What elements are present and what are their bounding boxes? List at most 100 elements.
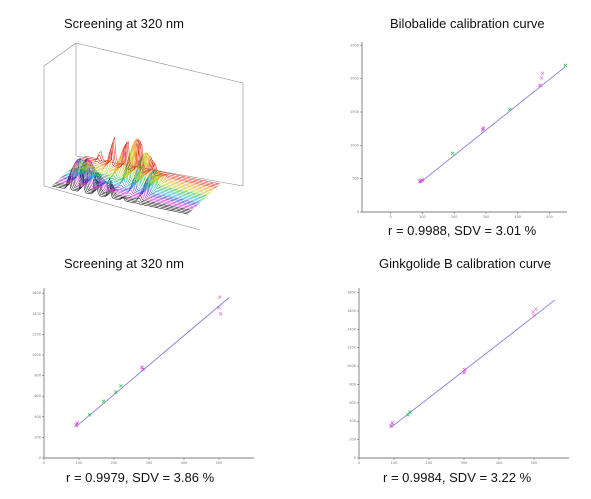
frame-edge: [75, 155, 244, 187]
spectrum-trace: [64, 157, 201, 203]
data-point: [217, 305, 221, 310]
spectrum-trace: [81, 139, 218, 187]
y-tick-label: 1600: [32, 291, 41, 295]
x-tick-label: 500: [216, 461, 223, 465]
y-tick-label: 800: [34, 374, 41, 378]
data-point: [462, 370, 466, 375]
spectrum-trace: [82, 141, 219, 186]
data-point: [532, 313, 536, 318]
x-tick-label: 100: [391, 461, 398, 465]
y-tick-label: 1600: [347, 309, 356, 313]
y-tick-label: 1000: [32, 353, 41, 357]
x-tick-label: 400: [496, 461, 503, 465]
data-point: [113, 390, 118, 394]
data-point: [481, 126, 486, 130]
frame-edge: [43, 42, 77, 67]
y-tick-label: 1200: [32, 332, 41, 336]
y-tick-label: 1200: [347, 346, 356, 350]
data-point: [450, 151, 455, 156]
data-point: [406, 412, 410, 417]
frame-edge: [43, 185, 201, 231]
y-tick-label: 2000: [350, 77, 359, 81]
spectrum-trace: [67, 160, 204, 200]
y-tick-label: 0: [357, 210, 359, 214]
data-point: [141, 367, 145, 372]
data-point: [119, 384, 123, 388]
y-tick-label: 0: [354, 456, 356, 460]
data-point: [507, 107, 512, 112]
data-point: [75, 421, 80, 425]
x-tick-label: 500: [531, 461, 538, 465]
y-tick-label: 0: [39, 456, 41, 460]
ginkgolide-b-calibration-chart: 0 200 400 600 800 1000 1200 1400 1600 1800 0 100 200…: [347, 288, 569, 465]
x-tick-label: 500: [546, 215, 553, 219]
panel-4-stat: r = 0.9984, SDV = 3.22 %: [383, 470, 532, 485]
data-point: [218, 311, 223, 316]
panel-2-stat: r = 0.9988, SDV = 3.01 %: [388, 223, 537, 238]
data-point: [389, 423, 394, 428]
spectrum-trace: [78, 138, 215, 190]
fit-line: [390, 299, 556, 429]
data-point: [101, 399, 106, 404]
y-tick-label: 2500: [350, 43, 359, 47]
frame-edge: [75, 42, 244, 84]
data-point: [540, 71, 545, 76]
y-tick-label: 400: [349, 419, 356, 423]
spectrum-trace: [51, 164, 189, 215]
panel-3-title: Screening at 320 nm: [64, 256, 184, 271]
data-point: [420, 178, 425, 182]
panel-1-title: Screening at 320 nm: [64, 16, 184, 31]
x-tick-label: 0: [389, 215, 391, 219]
spectrum-trace: [57, 158, 194, 210]
data-point: [539, 76, 544, 80]
spectrum-trace: [60, 158, 198, 206]
spectrum-trace: [59, 160, 196, 208]
screening-calibration-chart: 0 200 400 600 800 1000 1200 1400 1600 0 100 200 300 4…: [32, 288, 254, 465]
panel-3-stat: r = 0.9979, SDV = 3.86 %: [66, 470, 215, 485]
x-tick-label: 200: [111, 461, 118, 465]
bilobalide-calibration-chart: 0 500 1000 1500 2000 2500 0 100 200 300 400 500: [350, 42, 568, 219]
y-tick-label: 1000: [350, 143, 359, 147]
data-point: [74, 423, 79, 427]
data-point: [480, 128, 485, 132]
x-tick-label: 100: [419, 215, 426, 219]
y-tick-label: 1000: [347, 364, 356, 368]
y-tick-label: 600: [34, 394, 41, 398]
fit-line: [418, 66, 566, 184]
x-tick-label: 400: [514, 215, 521, 219]
data-point: [531, 310, 536, 314]
y-tick-label: 1500: [350, 110, 359, 114]
spectrum-trace: [63, 157, 200, 204]
x-tick-label: 300: [483, 215, 490, 219]
waterfall-chart: [43, 42, 244, 231]
spectrum-trace: [83, 137, 221, 185]
x-tick-label: 100: [76, 461, 83, 465]
x-tick-label: 300: [146, 461, 153, 465]
y-tick-label: 400: [34, 415, 41, 419]
x-tick-label: 200: [451, 215, 458, 219]
y-tick-label: 200: [34, 435, 41, 439]
x-tick-label: 0: [358, 461, 360, 465]
x-tick-label: 300: [461, 461, 468, 465]
panel-4-title: Ginkgolide B calibration curve: [379, 256, 551, 271]
y-tick-label: 600: [349, 401, 356, 405]
fit-line: [75, 296, 230, 428]
spectrum-trace: [80, 138, 217, 188]
data-point: [563, 63, 568, 68]
spectrum-trace: [54, 159, 191, 212]
data-point: [407, 410, 412, 414]
data-point: [538, 83, 542, 88]
panel-2-title: Bilobalide calibration curve: [390, 16, 545, 31]
data-point: [462, 367, 467, 372]
y-tick-label: 1400: [32, 312, 41, 316]
data-point: [217, 295, 222, 300]
spectrum-trace: [55, 158, 192, 211]
y-tick-label: 800: [349, 382, 356, 386]
data-point: [87, 412, 92, 417]
y-tick-label: 1800: [347, 291, 356, 295]
spectrum-trace: [58, 158, 195, 209]
y-tick-label: 1400: [347, 327, 356, 331]
y-tick-label: 500: [352, 177, 359, 181]
x-tick-label: 400: [181, 461, 188, 465]
spectrum-trace: [62, 157, 199, 205]
